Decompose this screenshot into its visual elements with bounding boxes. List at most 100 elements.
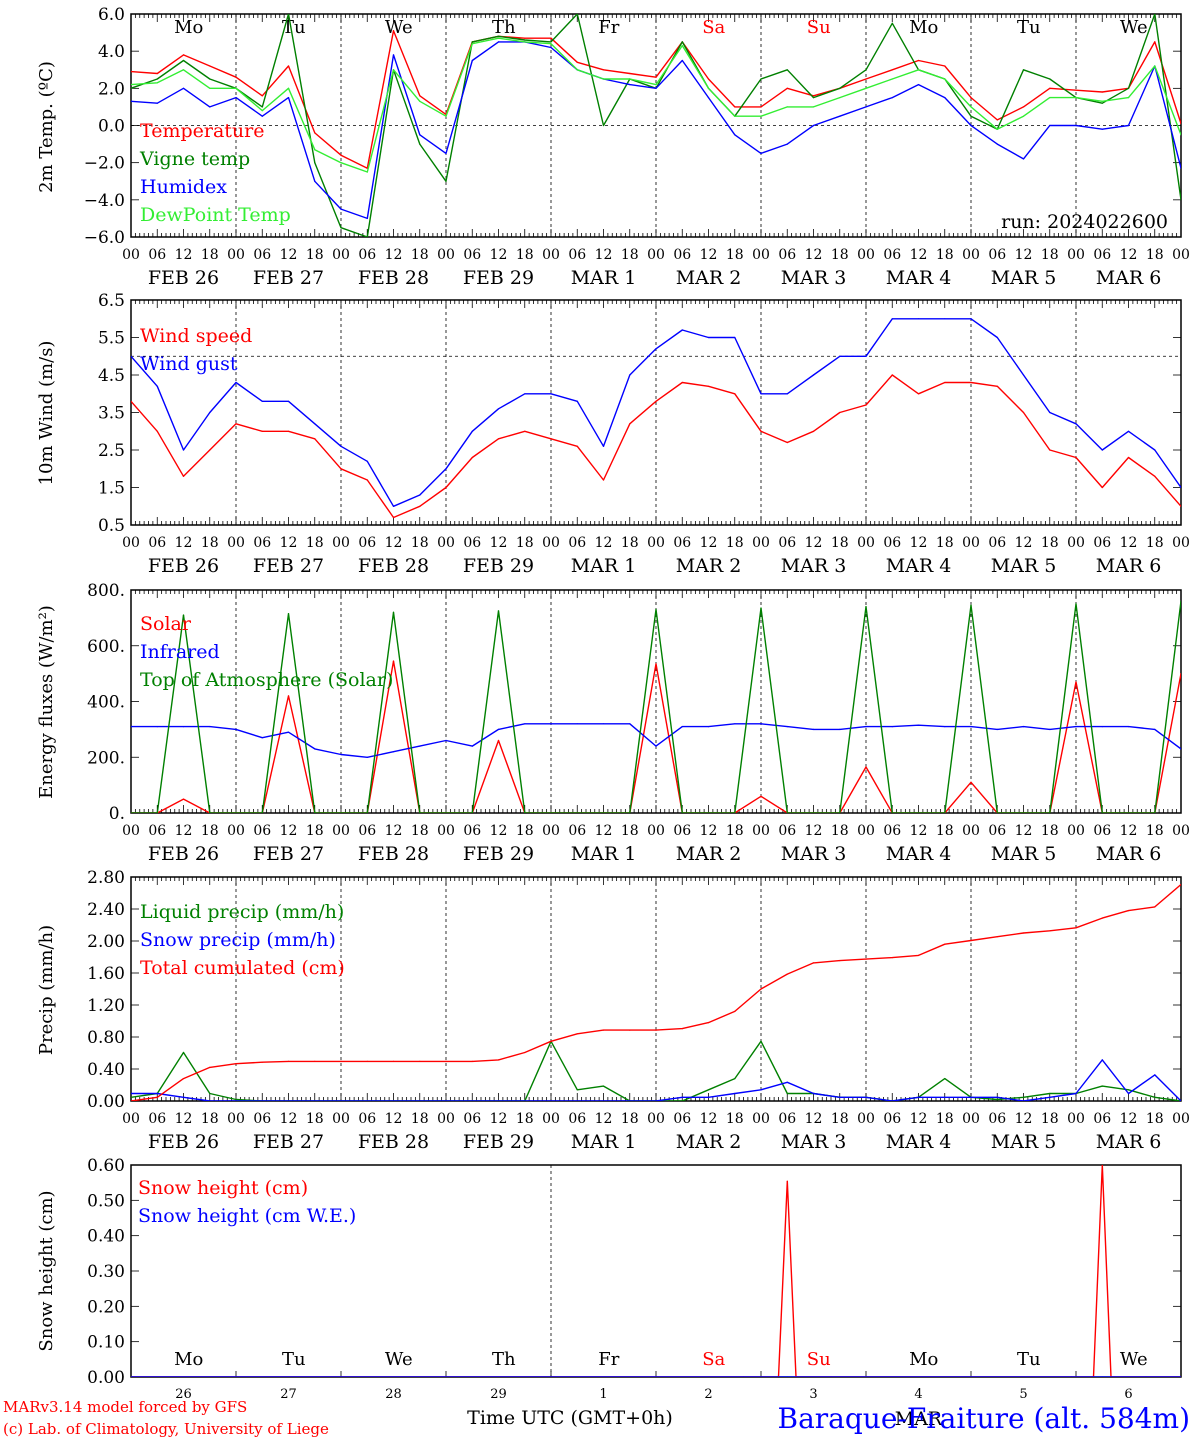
series-line-blue [131,1059,1181,1101]
data-point [576,69,578,71]
hour-tick-label: 00 [752,823,770,839]
data-point [707,1089,710,1091]
data-point [576,1033,578,1035]
data-point [944,65,946,67]
weekday-label: Mo [174,17,203,38]
day-number-label: 1 [599,1387,607,1402]
series-group [131,600,1181,813]
data-point [392,69,395,71]
hour-tick-label: 06 [358,1111,376,1127]
data-point [602,479,605,481]
data-point [366,460,368,462]
data-point [629,78,631,80]
hour-tick-label: 06 [988,535,1006,551]
data-point [287,731,290,733]
data-point [839,97,841,99]
day-number-label: 3 [809,1387,817,1402]
hour-tick-label: 12 [1120,535,1138,551]
data-point [1049,1096,1051,1098]
data-point [865,355,867,357]
series-group [131,318,1181,519]
data-point [777,1376,780,1377]
data-point [944,1078,946,1080]
date-label: MAR 5 [991,1131,1057,1153]
data-point [996,119,998,121]
data-point [419,745,421,747]
data-point [944,812,946,813]
y-tick-label: 5.5 [98,329,125,349]
y-tick-label: 6.5 [98,291,125,311]
data-point [681,41,683,43]
hour-tick-label: 12 [1015,535,1033,551]
data-point [497,408,500,410]
data-point [366,756,368,758]
hour-tick-label: 18 [411,823,429,839]
data-point [524,39,526,41]
data-point [1022,411,1025,414]
data-point [786,726,788,728]
data-point [1022,1100,1025,1101]
data-point [209,726,211,728]
hour-tick-label: 06 [463,823,481,839]
hour-tick-label: 00 [1067,1111,1085,1127]
legend-entry: DewPoint Temp [140,204,291,226]
hour-tick-label: 06 [673,247,691,263]
hour-tick-label: 18 [306,1111,324,1127]
hour-tick-label: 18 [1146,823,1164,839]
data-point [996,1098,998,1101]
data-point [970,106,972,108]
hour-tick-label: 12 [280,823,298,839]
hour-tick-label: 00 [752,535,770,551]
hour-tick-label: 12 [385,1111,403,1127]
data-point [1180,199,1181,201]
data-point [839,960,841,962]
hour-tick-label: 06 [148,823,166,839]
date-label: FEB 28 [358,267,429,289]
data-point [576,61,578,63]
data-point [182,1051,185,1054]
data-point [1075,89,1077,91]
data-point [944,78,946,80]
data-point [602,69,605,71]
date-label: MAR 1 [571,1131,637,1153]
data-point [1154,812,1156,813]
data-point [655,745,657,747]
data-point [576,445,578,447]
data-point [287,65,290,67]
hour-tick-label: 12 [700,1111,718,1127]
data-point [524,41,526,43]
data-point [182,87,185,89]
y-tick-label: 0.60 [87,1156,125,1176]
y-tick-label: 2.00 [87,932,125,952]
y-tick-label: 2.80 [87,868,125,888]
data-point [970,726,972,728]
hour-tick-label: 00 [857,1111,875,1127]
data-point [1154,449,1156,451]
y-tick-label: 0.40 [87,1227,125,1247]
data-point [917,69,920,71]
date-label: MAR 5 [991,555,1057,577]
hour-tick-label: 06 [673,535,691,551]
hour-tick-label: 12 [595,247,613,263]
y-tick-label: 1.60 [87,964,125,984]
hour-tick-label: 00 [122,535,140,551]
data-point [1022,812,1025,813]
data-point [970,381,972,384]
data-point [471,59,473,62]
data-point [655,400,657,402]
data-point [131,87,132,89]
data-point [1127,456,1130,459]
data-point [392,30,395,32]
hour-tick-label: 00 [227,247,245,263]
day-number-label: 26 [175,1387,192,1402]
date-label: FEB 26 [148,1131,219,1153]
hour-tick-label: 00 [122,1111,140,1127]
data-point [970,115,972,117]
date-label: MAR 6 [1096,843,1162,865]
data-point [1049,78,1051,80]
data-point [760,1040,762,1042]
date-label: MAR 4 [886,267,952,289]
data-point [131,1376,132,1377]
date-label: MAR 3 [781,1131,847,1153]
y-tick-label: 0.00 [87,1368,125,1388]
